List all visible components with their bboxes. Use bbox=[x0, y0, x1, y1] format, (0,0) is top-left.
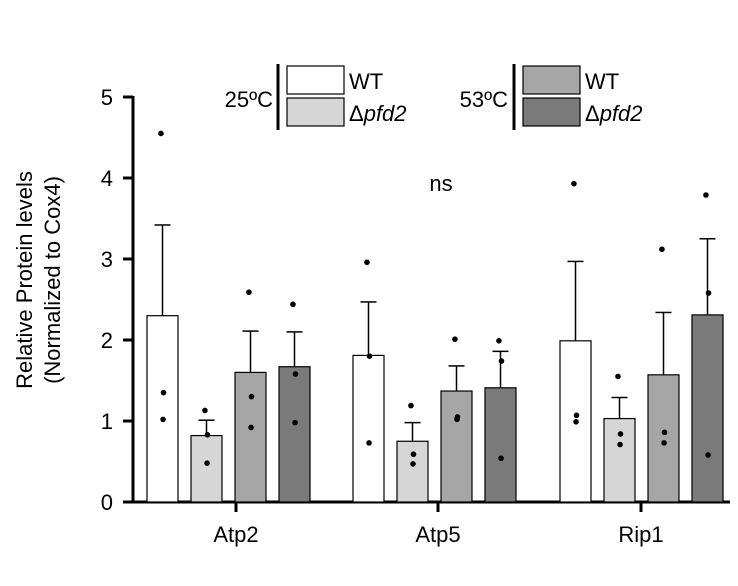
y-axis-label-line-1: Relative Protein levels bbox=[12, 171, 37, 389]
data-point bbox=[573, 412, 580, 419]
legend-entry-label: Δpfd2 bbox=[349, 101, 407, 126]
legend-entry-label: WT bbox=[349, 69, 383, 94]
data-point bbox=[615, 373, 621, 380]
legend-entry-name: Δ bbox=[585, 101, 600, 126]
y-tick-label: 3 bbox=[101, 247, 113, 272]
axes: 0 1 2 3 4 5 Atp2 Atp5 Rip1 bbox=[101, 85, 730, 547]
legend-swatch bbox=[286, 97, 345, 127]
bar bbox=[440, 390, 473, 503]
data-point bbox=[410, 451, 417, 458]
y-axis-label-line-2: (Normalized to Cox4) bbox=[40, 176, 65, 384]
data-point bbox=[410, 461, 416, 467]
y-tick-label: 5 bbox=[101, 85, 113, 110]
legend-entry-name: WT bbox=[349, 69, 383, 94]
data-point bbox=[661, 429, 668, 436]
x-tick-label: Rip1 bbox=[618, 522, 663, 547]
y-tick-label: 1 bbox=[101, 409, 113, 434]
data-point bbox=[496, 338, 502, 344]
data-point bbox=[661, 440, 667, 446]
data-point bbox=[366, 440, 372, 446]
legend-swatch bbox=[522, 97, 581, 127]
legend: 25ºC WT Δpfd2 53ºC WT Δpfd2 bbox=[225, 64, 643, 130]
data-point bbox=[703, 192, 709, 198]
significance-annotation: ns bbox=[429, 171, 452, 196]
data-point bbox=[408, 402, 414, 409]
legend-entry-name: Δ bbox=[349, 101, 364, 126]
data-point bbox=[364, 259, 370, 266]
legend-swatch bbox=[522, 65, 581, 95]
data-point bbox=[705, 452, 711, 458]
bar bbox=[352, 354, 385, 503]
data-point bbox=[498, 358, 505, 364]
data-point bbox=[160, 389, 167, 396]
legend-entry-label: WT bbox=[585, 69, 619, 94]
data-point bbox=[454, 416, 460, 423]
data-point bbox=[158, 130, 164, 137]
bar bbox=[146, 315, 179, 503]
legend-entry-italic: pfd2 bbox=[363, 101, 407, 126]
data-point bbox=[498, 455, 504, 462]
legend-group-label: 53ºC bbox=[460, 87, 509, 112]
data-point bbox=[202, 407, 208, 414]
data-point bbox=[290, 301, 296, 308]
data-point bbox=[248, 424, 254, 431]
data-point bbox=[452, 336, 458, 342]
data-point bbox=[246, 289, 252, 296]
bar bbox=[647, 374, 680, 503]
y-tick-label: 2 bbox=[101, 328, 113, 353]
data-point bbox=[160, 416, 166, 423]
data-point bbox=[573, 419, 579, 425]
data-point bbox=[617, 441, 623, 448]
x-tick-label: Atp5 bbox=[415, 522, 460, 547]
legend-entry-italic: pfd2 bbox=[599, 101, 643, 126]
bar bbox=[396, 440, 429, 503]
data-point bbox=[366, 353, 373, 360]
data-point bbox=[705, 290, 712, 296]
y-tick-label: 4 bbox=[101, 166, 113, 191]
data-point bbox=[248, 393, 255, 400]
legend-entry-label: Δpfd2 bbox=[585, 101, 643, 126]
data-point bbox=[292, 371, 299, 377]
bar bbox=[278, 366, 311, 503]
bar bbox=[691, 314, 724, 503]
y-axis-label: Relative Protein levels (Normalized to C… bbox=[12, 171, 65, 389]
data-point bbox=[204, 460, 210, 466]
data-point bbox=[571, 180, 577, 187]
bar bbox=[484, 387, 517, 503]
legend-group-label: 25ºC bbox=[225, 87, 274, 112]
bar bbox=[234, 371, 267, 503]
legend-entry-name: WT bbox=[585, 69, 619, 94]
data-point bbox=[292, 419, 298, 426]
data-point bbox=[659, 246, 665, 253]
x-tick-label: Atp2 bbox=[213, 522, 258, 547]
data-point bbox=[617, 431, 624, 437]
bar bbox=[603, 417, 636, 503]
bars bbox=[146, 130, 724, 503]
legend-swatch bbox=[286, 65, 345, 95]
data-point bbox=[204, 431, 211, 438]
bar bbox=[190, 434, 223, 503]
y-tick-label: 0 bbox=[101, 490, 113, 515]
